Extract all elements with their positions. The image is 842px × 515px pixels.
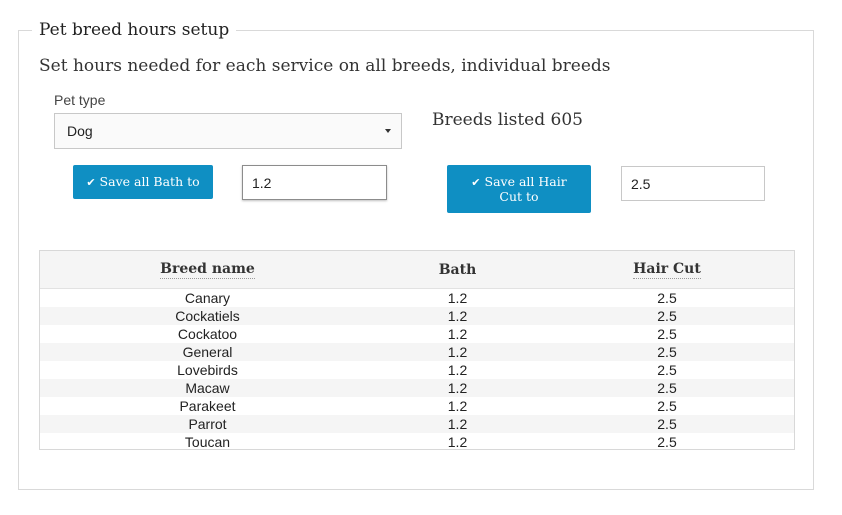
panel-title: Pet breed hours setup	[32, 18, 237, 42]
bath-cell: 1.2	[447, 398, 468, 414]
hair-cut-cell: 2.5	[657, 326, 677, 342]
table-row[interactable]: Cockatoo 1.2 2.5	[40, 325, 794, 343]
breed-hours-panel	[18, 30, 814, 490]
breed-name-cell: Canary	[184, 290, 231, 306]
table-header: Breed name Bath Hair Cut	[40, 251, 794, 289]
column-header-breed-name[interactable]: Breed name	[160, 261, 255, 279]
bath-cell: 1.2	[447, 290, 468, 306]
hair-cut-hours-input[interactable]	[621, 166, 765, 201]
table-row[interactable]: General 1.2 2.5	[40, 343, 794, 361]
bath-cell: 1.2	[447, 434, 468, 450]
panel-intro: Set hours needed for each service on all…	[39, 56, 611, 76]
column-header-bath[interactable]: Bath	[438, 261, 477, 278]
hair-cut-cell: 2.5	[657, 398, 677, 414]
save-all-bath-label: Save all Bath to	[99, 173, 200, 189]
breed-name-cell: Parakeet	[179, 398, 236, 414]
breed-name-cell: Parrot	[188, 416, 227, 432]
breed-name-cell: Lovebirds	[177, 362, 238, 378]
table-row[interactable]: Parrot 1.2 2.5	[40, 415, 794, 433]
table-row[interactable]: Parakeet 1.2 2.5	[40, 397, 794, 415]
hair-cut-cell: 2.5	[657, 416, 677, 432]
caret-down-icon	[385, 129, 391, 133]
pet-type-selected-value: Dog	[67, 123, 93, 139]
breed-hours-table: Breed name Bath Hair Cut Canary 1.2 2.5 …	[39, 250, 795, 450]
breed-name-cell: General	[182, 344, 233, 360]
bath-hours-input[interactable]	[242, 165, 387, 200]
bath-cell: 1.2	[447, 362, 468, 378]
table-row[interactable]: Canary 1.2 2.5	[40, 289, 794, 307]
breed-name-cell: Cockatiels	[175, 308, 240, 324]
column-header-hair-cut[interactable]: Hair Cut	[633, 261, 701, 279]
table-row[interactable]: Toucan 1.2 2.5	[40, 433, 794, 451]
table-body: Canary 1.2 2.5 Cockatiels 1.2 2.5 Cockat…	[40, 289, 794, 451]
table-row[interactable]: Macaw 1.2 2.5	[40, 379, 794, 397]
bath-cell: 1.2	[447, 416, 468, 432]
save-all-bath-button[interactable]: ✔ Save all Bath to	[73, 165, 213, 199]
hair-cut-cell: 2.5	[657, 290, 677, 306]
breed-name-cell: Macaw	[185, 380, 230, 396]
breed-name-cell: Toucan	[184, 434, 231, 450]
bath-cell: 1.2	[447, 380, 468, 396]
save-all-hair-cut-label: Save all Hair Cut to	[484, 173, 567, 204]
pet-type-select[interactable]: Dog	[54, 113, 402, 149]
hair-cut-cell: 2.5	[657, 308, 677, 324]
hair-cut-cell: 2.5	[657, 362, 677, 378]
breeds-listed-count: Breeds listed 605	[432, 110, 583, 130]
check-icon: ✔	[471, 175, 481, 189]
table-row[interactable]: Lovebirds 1.2 2.5	[40, 361, 794, 379]
bath-cell: 1.2	[447, 326, 468, 342]
bath-cell: 1.2	[447, 344, 468, 360]
hair-cut-cell: 2.5	[657, 434, 677, 450]
table-row[interactable]: Cockatiels 1.2 2.5	[40, 307, 794, 325]
hair-cut-cell: 2.5	[657, 380, 677, 396]
breed-name-cell: Cockatoo	[177, 326, 238, 342]
save-all-hair-cut-button[interactable]: ✔ Save all Hair Cut to	[447, 165, 591, 213]
check-icon: ✔	[86, 175, 96, 189]
hair-cut-cell: 2.5	[657, 344, 677, 360]
bath-cell: 1.2	[447, 308, 468, 324]
pet-type-label: Pet type	[54, 92, 106, 108]
